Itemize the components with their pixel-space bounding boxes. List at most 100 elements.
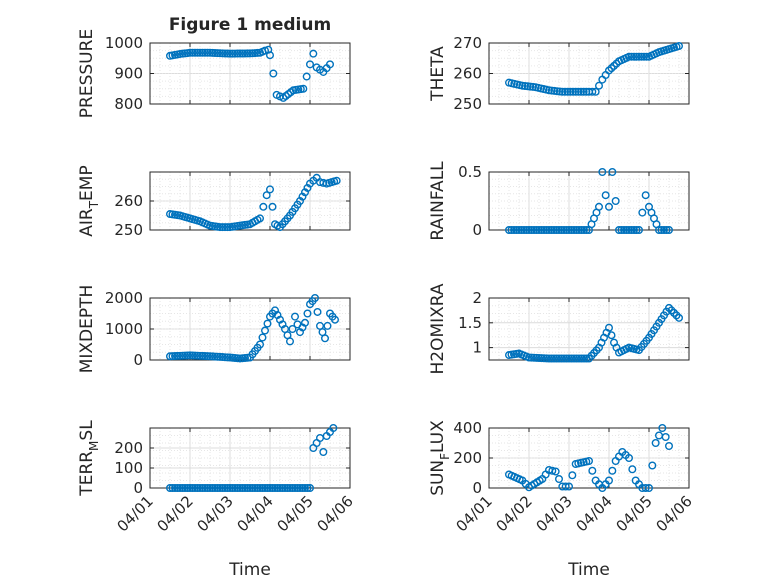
data-point xyxy=(588,87,597,96)
data-point xyxy=(555,354,564,363)
data-point xyxy=(200,48,209,57)
data-point xyxy=(547,354,556,363)
data-point xyxy=(582,225,591,234)
subplot-0: 800 900 1000 PRESSURE xyxy=(77,29,351,118)
y-tick-label: 0 xyxy=(133,351,143,369)
data-point xyxy=(547,86,556,95)
data-point xyxy=(240,484,249,493)
data-point xyxy=(608,466,617,475)
data-point xyxy=(266,185,275,194)
y-axis-label: THETA xyxy=(428,46,448,102)
y-tick-label: 260 xyxy=(114,192,143,210)
data-point xyxy=(567,354,576,363)
data-point xyxy=(562,225,571,234)
y-axis-label: SUNFLUX xyxy=(428,420,452,496)
data-point xyxy=(655,225,664,234)
data-point xyxy=(319,178,328,187)
data-point xyxy=(261,484,270,493)
data-point xyxy=(575,225,584,234)
data-point xyxy=(542,225,551,234)
data-point xyxy=(286,337,295,346)
data-point xyxy=(218,223,227,232)
data-point xyxy=(557,225,566,234)
y-tick-label: 1000 xyxy=(105,320,143,338)
data-point xyxy=(580,354,589,363)
data-point xyxy=(218,49,227,58)
y-tick-label: 260 xyxy=(453,65,482,83)
data-point xyxy=(183,484,192,493)
data-point xyxy=(200,352,209,361)
data-point xyxy=(526,82,535,91)
data-point xyxy=(521,82,530,91)
data-point xyxy=(178,484,187,493)
y-axis-label: AIRTEMP xyxy=(77,165,101,236)
data-point xyxy=(208,484,217,493)
data-point xyxy=(250,49,259,58)
data-point xyxy=(205,48,214,57)
y-tick-label: 800 xyxy=(114,95,143,113)
data-point xyxy=(622,225,631,234)
data-point xyxy=(235,49,244,58)
data-point xyxy=(223,353,232,362)
data-point xyxy=(263,319,272,328)
data-point xyxy=(203,352,212,361)
subplot-2: 250 260 AIRTEMP xyxy=(77,165,351,239)
data-point xyxy=(535,225,544,234)
y-axis-label: MIXDEPTH xyxy=(77,285,97,374)
data-point xyxy=(635,225,644,234)
data-point xyxy=(555,225,564,234)
data-point xyxy=(198,351,207,360)
y-tick-label: 200 xyxy=(453,449,482,467)
data-point xyxy=(188,48,197,57)
x-tick-label: 04/02 xyxy=(493,492,536,535)
data-point xyxy=(228,484,237,493)
y-tick-label: 250 xyxy=(453,95,482,113)
data-point xyxy=(220,484,229,493)
data-point xyxy=(256,214,265,223)
data-point xyxy=(540,225,549,234)
x-tick-label: 04/01 xyxy=(453,492,496,535)
data-point xyxy=(565,482,574,491)
data-point xyxy=(256,484,265,493)
data-point xyxy=(269,69,278,78)
data-point xyxy=(520,225,529,234)
data-point xyxy=(566,87,575,96)
y-axis-label: TERRMSL xyxy=(77,420,101,497)
data-point xyxy=(263,484,272,493)
data-point xyxy=(193,484,202,493)
y-axis-label: PRESSURE xyxy=(77,29,97,118)
data-point xyxy=(569,87,578,96)
data-point xyxy=(562,354,571,363)
x-axis-label: Time xyxy=(567,560,610,580)
data-point xyxy=(530,353,539,362)
data-point xyxy=(306,484,315,493)
data-point xyxy=(598,75,607,84)
data-point xyxy=(638,208,647,217)
data-point xyxy=(522,225,531,234)
data-point xyxy=(225,484,234,493)
data-point xyxy=(329,424,338,433)
data-point xyxy=(210,48,219,57)
data-point xyxy=(301,484,310,493)
data-point xyxy=(579,87,588,96)
data-point xyxy=(598,167,607,176)
y-tick-label: 0 xyxy=(472,221,482,239)
data-point xyxy=(238,484,247,493)
data-point xyxy=(319,448,328,457)
data-point xyxy=(235,484,244,493)
data-point xyxy=(203,48,212,57)
data-point xyxy=(550,86,559,95)
data-point xyxy=(293,484,302,493)
data-point xyxy=(563,87,572,96)
data-point xyxy=(223,223,232,232)
data-point xyxy=(266,51,275,60)
data-point xyxy=(175,484,184,493)
data-point xyxy=(301,318,310,327)
x-tick-label: 04/05 xyxy=(274,492,317,535)
data-point xyxy=(168,352,177,361)
data-point xyxy=(228,49,237,58)
data-point xyxy=(331,315,340,324)
axes-box xyxy=(488,171,690,231)
